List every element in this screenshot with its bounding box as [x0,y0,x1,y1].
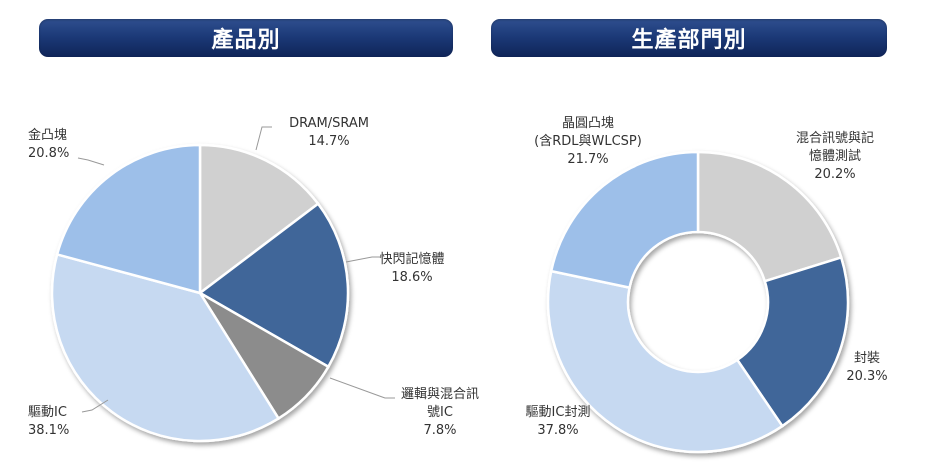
slice-label-1-3: 晶圓凸塊 [562,115,614,131]
slice-pct-1-2: 37.8% [537,423,578,438]
slice-pct-1-0: 20.2% [814,167,855,182]
slice-label-1-3: (含RDL與WLCSP) [534,133,642,149]
department-donut-chart [546,150,850,454]
slice-0-1 [197,202,350,369]
slice-pct-0-1: 18.6% [391,270,432,285]
slice-label-0-3: 驅動IC [28,405,67,420]
slice-label-0-2: 邏輯與混合訊 [401,387,479,402]
slice-label-1-0: 混合訊號與記 [796,130,874,146]
slice-0-4 [55,143,202,295]
product-pie-chart [50,143,350,443]
product-header: 產品別 [39,19,453,57]
slice-label-1-2: 驅動IC封測 [526,405,591,420]
slice-label-0-4: 金凸塊 [28,127,67,143]
leader-line-0-4 [77,157,105,166]
slice-label-1-1: 封裝 [854,351,880,366]
slice-pct-0-0: 14.7% [308,134,349,149]
slice-pct-0-2: 7.8% [423,423,456,438]
leader-line-0-0 [255,126,272,151]
slice-pct-0-4: 20.8% [28,146,69,161]
slice-1-0 [696,150,843,283]
slice-pct-1-3: 21.7% [567,152,608,167]
slice-label-1-0: 憶體測試 [809,148,861,164]
leader-line-0-1 [345,256,382,263]
slice-label-0-1: 快閃記憶體 [379,251,444,267]
slice-0-3 [50,252,281,443]
leader-line-0-3 [81,399,109,413]
slice-label-0-0: DRAM/SRAM [289,116,369,131]
slice-1-3 [549,150,700,290]
slice-pct-1-1: 20.3% [846,369,887,384]
slice-1-1 [735,255,850,428]
slice-1-2 [546,269,785,454]
slice-label-0-2: 號IC [427,405,453,420]
slice-0-0 [198,143,320,296]
leader-line-0-2 [329,377,395,399]
department-header: 生產部門別 [491,19,887,57]
slice-pct-0-3: 38.1% [28,423,69,438]
